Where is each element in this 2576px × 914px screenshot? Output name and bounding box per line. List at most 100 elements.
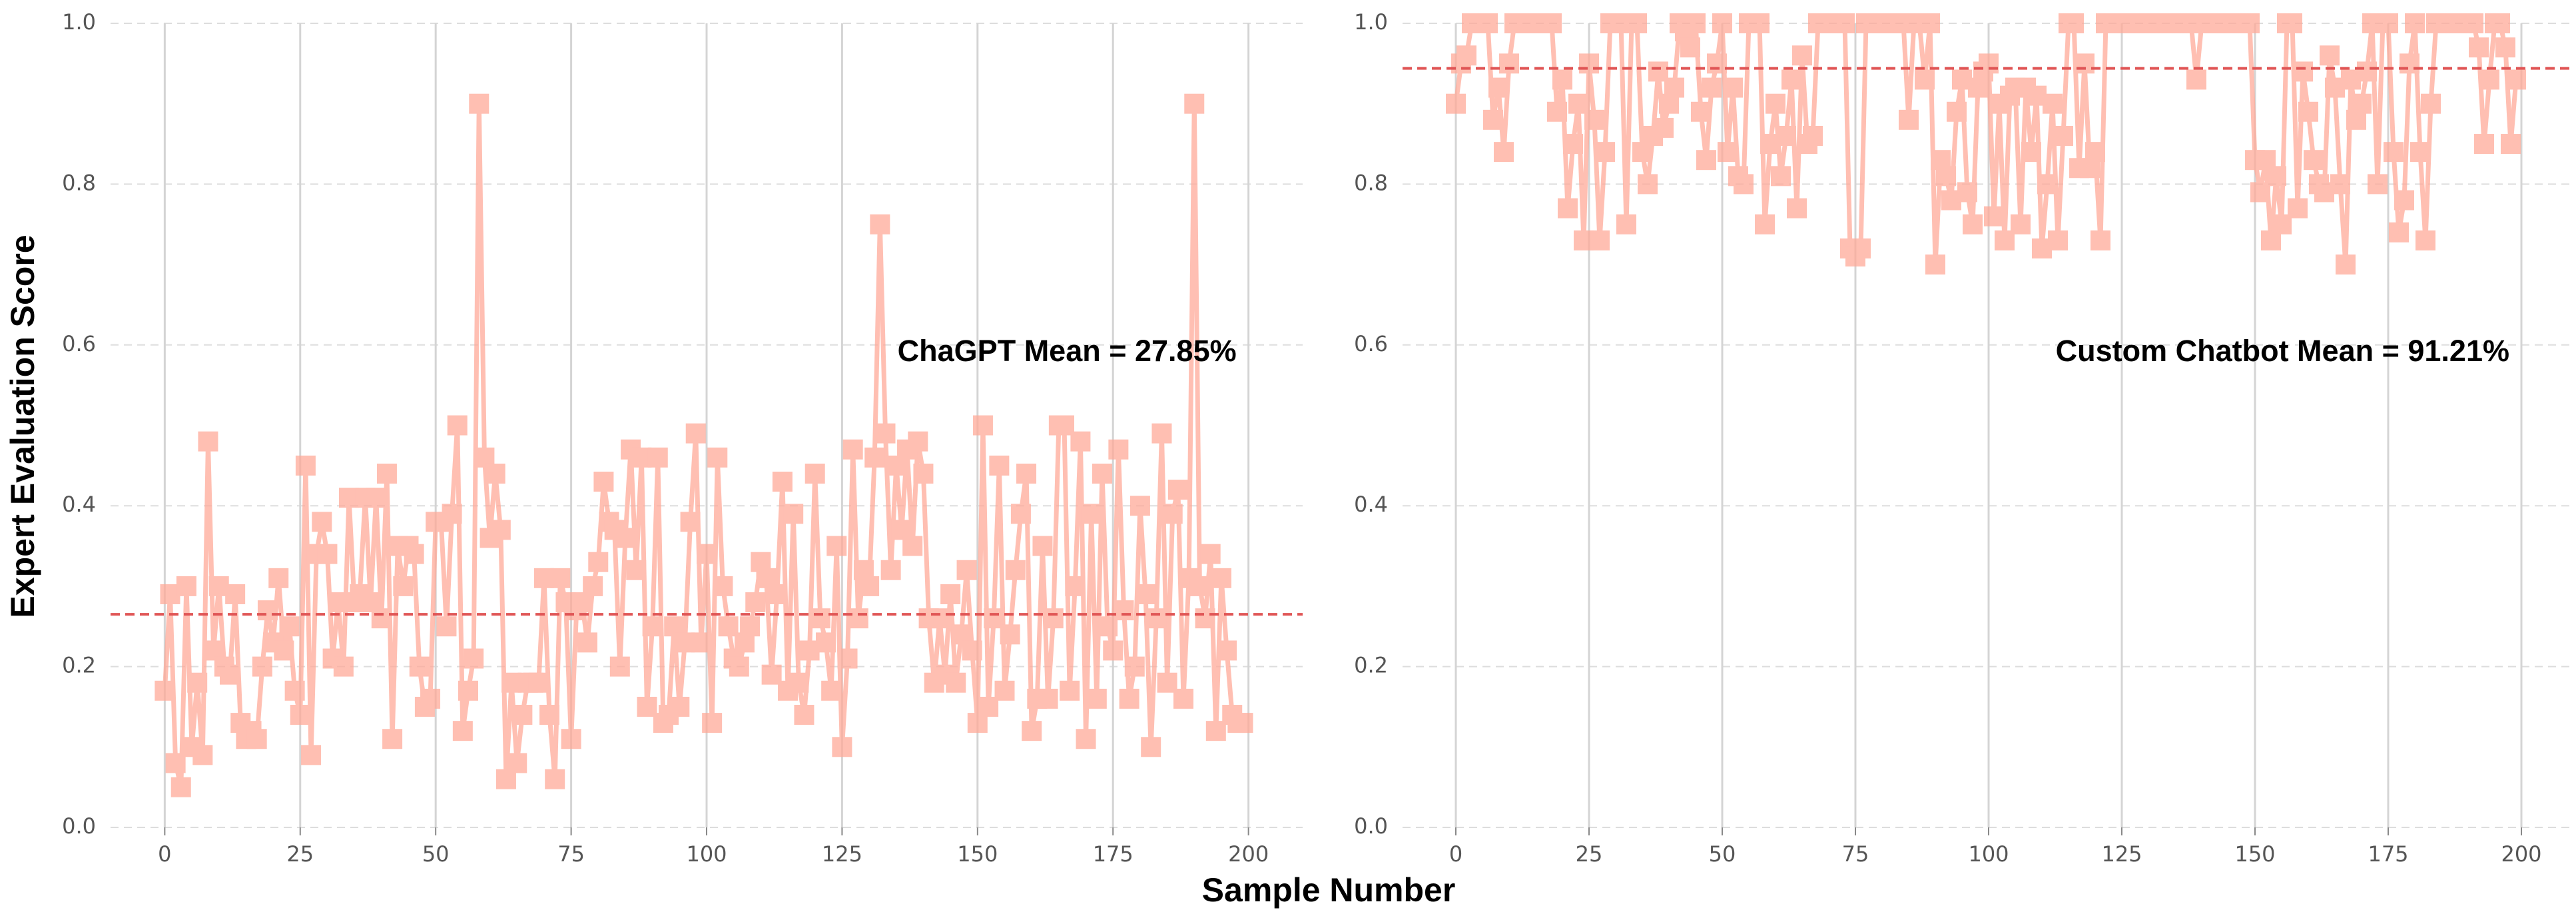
data-point (2368, 174, 2388, 195)
data-point (2011, 214, 2031, 234)
data-point (1590, 230, 1610, 250)
data-point (1835, 13, 1855, 33)
data-point (170, 777, 191, 797)
data-point (902, 536, 923, 556)
data-point (2043, 93, 2063, 114)
data-point (713, 576, 733, 596)
x-tick-label: 125 (822, 841, 862, 867)
data-point (2266, 166, 2286, 187)
data-point (1776, 125, 1796, 146)
data-point (2389, 222, 2409, 242)
data-point (2330, 174, 2350, 195)
data-point (2298, 101, 2318, 122)
data-point (1755, 214, 1775, 234)
data-point (1076, 729, 1096, 749)
data-point (409, 656, 430, 677)
data-point (826, 536, 847, 556)
data-point (176, 576, 196, 596)
data-point (447, 415, 468, 436)
data-point (913, 463, 934, 484)
data-point (371, 608, 392, 629)
data-point (929, 608, 950, 629)
data-point (1092, 463, 1112, 484)
data-point (192, 745, 213, 765)
data-point (469, 93, 489, 114)
data-point (2240, 13, 2260, 33)
data-point (1114, 600, 1134, 621)
data-point (956, 560, 977, 580)
data-point (1654, 117, 1674, 138)
data-point (946, 672, 966, 693)
data-point (458, 680, 478, 701)
data-point (1151, 423, 1172, 444)
data-point (404, 544, 424, 564)
data-point (550, 568, 571, 588)
data-point (1707, 53, 1727, 74)
data-point (1070, 431, 1091, 452)
data-point (2320, 45, 2340, 66)
data-point (2357, 61, 2377, 82)
data-point (1558, 198, 1578, 219)
data-point (1552, 69, 1572, 90)
data-point (1016, 463, 1037, 484)
data-point (1702, 77, 1722, 98)
data-point (279, 616, 300, 637)
data-point (317, 544, 338, 564)
data-point (2501, 134, 2521, 155)
data-point (1184, 93, 1205, 114)
data-point (2064, 13, 2084, 33)
data-point (2378, 13, 2398, 33)
data-point (1167, 480, 1188, 500)
data-point (1173, 688, 1193, 709)
data-point (1010, 504, 1031, 524)
series (1446, 13, 2526, 275)
y-tick-label: 0.4 (1354, 492, 1388, 517)
data-point (1984, 206, 2004, 227)
data-point (1108, 439, 1129, 460)
data-point (2085, 142, 2105, 163)
x-axis-label: Sample Number (1202, 871, 1456, 909)
data-point (1135, 584, 1156, 604)
y-axis-label: Expert Evaluation Score (4, 234, 41, 618)
data-point (2495, 37, 2515, 58)
data-point (1899, 109, 1919, 130)
data-point (1189, 576, 1210, 596)
data-point (1781, 69, 1801, 90)
data-point (295, 455, 316, 476)
data-point (490, 520, 511, 540)
data-point (257, 600, 278, 621)
data-point (1022, 721, 1042, 741)
data-point (1563, 134, 1583, 155)
data-point (382, 729, 403, 749)
data-point (1686, 13, 1706, 33)
data-point (767, 584, 787, 604)
data-point (452, 721, 473, 741)
x-tick-label: 50 (1709, 841, 1736, 867)
data-point (691, 632, 711, 653)
data-point (420, 688, 441, 709)
data-point (707, 447, 728, 468)
data-point (2400, 53, 2419, 74)
data-point (1616, 214, 1636, 234)
data-point (908, 431, 928, 452)
x-tick-label: 100 (1968, 841, 2009, 867)
data-point (2479, 69, 2499, 90)
data-point (312, 512, 332, 532)
data-point (512, 705, 533, 725)
data-point (1787, 198, 1807, 219)
y-tick-label: 0.6 (62, 331, 96, 356)
data-point (1718, 142, 1738, 163)
data-point (284, 680, 305, 701)
data-point (1217, 640, 1237, 661)
data-point (588, 552, 609, 572)
data-point (647, 447, 668, 468)
data-point (2091, 230, 2110, 250)
data-point (772, 471, 793, 492)
data-point (1233, 713, 1253, 733)
data-point (1963, 214, 1983, 234)
data-point (1920, 13, 1940, 33)
data-point (1915, 69, 1935, 90)
data-point (685, 423, 706, 444)
data-point (220, 664, 240, 685)
data-point (155, 680, 175, 701)
